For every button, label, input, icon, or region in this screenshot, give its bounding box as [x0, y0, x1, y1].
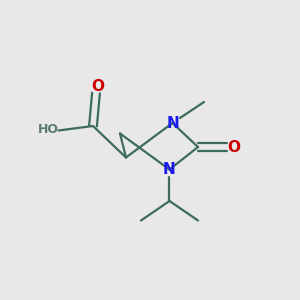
Text: O: O [91, 79, 104, 94]
Text: N: N [166, 116, 179, 130]
Text: N: N [163, 162, 176, 177]
Text: O: O [227, 140, 241, 154]
Text: HO: HO [38, 123, 58, 136]
